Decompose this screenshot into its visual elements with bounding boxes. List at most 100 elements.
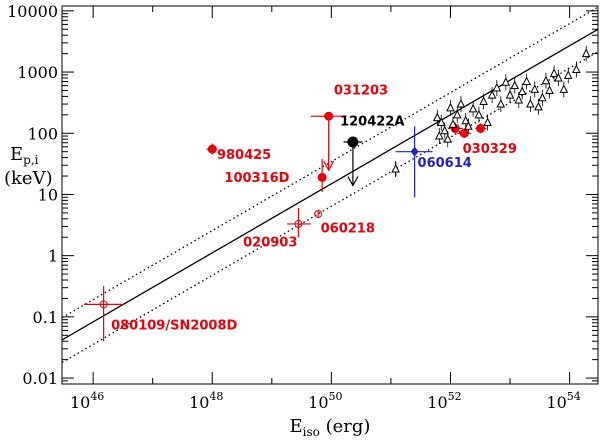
data-point	[206, 143, 217, 155]
data-point	[461, 112, 470, 129]
relation-best-fit-line	[61, 28, 599, 341]
data-point	[549, 65, 559, 82]
data-point	[517, 83, 527, 100]
y-tick-label: 1	[48, 247, 58, 266]
data-point	[581, 45, 591, 62]
point-marker	[526, 98, 535, 108]
point-marker	[505, 89, 515, 99]
point-label: 100316D	[224, 171, 289, 186]
data-point	[496, 96, 506, 113]
y-tick-label: 100	[27, 124, 58, 143]
data-point	[436, 114, 446, 131]
data-point	[432, 109, 442, 126]
data-point	[483, 114, 492, 131]
tick-labels: 1046 1048 1050 1052 1054 0.01 0.1 1 10 100 1000 100…	[7, 2, 581, 412]
data-point	[443, 131, 453, 148]
data-point	[572, 61, 581, 78]
point-marker	[476, 123, 486, 133]
plot-area	[61, 5, 599, 385]
point-marker	[501, 77, 511, 86]
y-axis-label: Ep,i	[10, 144, 39, 167]
data-point	[452, 106, 462, 123]
point-label: 020903	[243, 236, 297, 251]
point-marker	[487, 89, 497, 99]
data-points	[83, 45, 591, 342]
point-marker	[446, 102, 455, 112]
point-marker	[474, 109, 484, 119]
data-point	[545, 82, 554, 99]
relation-bound-line	[61, 6, 599, 319]
axis-ticks	[62, 6, 598, 385]
data-point	[317, 158, 327, 192]
data-point	[538, 89, 547, 106]
point-marker	[468, 103, 478, 113]
data-point	[440, 122, 450, 139]
data-point	[554, 70, 563, 86]
point-marker	[443, 134, 453, 143]
data-point	[501, 74, 511, 91]
point-marker	[538, 92, 547, 102]
axis-titles: Eiso (erg) Ep,i (keV)	[4, 144, 370, 439]
point-marker	[410, 146, 419, 157]
upper-limit-arrowhead	[347, 176, 359, 187]
point-marker	[459, 128, 469, 138]
relation-lines	[61, 6, 599, 364]
data-point	[310, 111, 347, 172]
point-marker	[563, 70, 573, 79]
data-point	[287, 208, 311, 238]
point-marker	[517, 86, 527, 96]
x-tick-label: 1046	[70, 390, 104, 412]
point-marker	[530, 84, 540, 93]
point-marker	[317, 172, 327, 182]
y-tick-label: 0.1	[33, 308, 58, 327]
point-marker	[534, 101, 543, 111]
point-label: 980425	[217, 148, 271, 163]
point-marker	[479, 96, 488, 106]
point-marker	[448, 119, 458, 128]
point-label: 030329	[463, 142, 517, 157]
point-marker	[324, 111, 334, 121]
point-marker	[432, 112, 442, 122]
data-point	[395, 126, 433, 198]
data-point	[448, 116, 458, 133]
data-point	[526, 96, 535, 113]
data-point	[563, 67, 573, 84]
data-point	[446, 99, 455, 116]
point-marker	[314, 209, 323, 218]
y-tick-label: 1000	[17, 63, 58, 82]
point-marker	[483, 117, 492, 126]
point-marker	[492, 82, 502, 92]
data-point	[474, 106, 484, 123]
point-marker	[545, 85, 554, 94]
point-marker	[581, 48, 591, 58]
point-marker	[440, 125, 450, 135]
data-point	[534, 98, 543, 115]
point-marker	[572, 64, 581, 74]
data-point	[541, 72, 551, 89]
point-label: 060614	[418, 156, 472, 171]
data-point	[391, 161, 400, 178]
point-marker	[347, 136, 359, 148]
x-tick-label: 1048	[189, 390, 223, 412]
data-point	[475, 123, 487, 134]
data-point	[522, 73, 531, 90]
point-marker	[207, 144, 217, 154]
data-point	[435, 128, 444, 145]
point-marker	[554, 72, 563, 82]
point-marker	[514, 94, 524, 104]
point-label: 060218	[321, 221, 375, 236]
point-label: 080109/SN2008D	[111, 319, 237, 334]
y-tick-label: 10	[38, 185, 58, 204]
point-marker	[294, 219, 303, 228]
data-point	[487, 87, 497, 104]
x-tick-label: 1050	[308, 390, 342, 412]
data-point	[314, 209, 323, 218]
data-point	[492, 79, 502, 96]
point-label: 120422A	[340, 114, 404, 129]
point-marker	[452, 109, 462, 119]
point-label: 031203	[334, 83, 388, 98]
y-tick-label: 10000	[7, 2, 58, 21]
point-marker	[435, 130, 444, 140]
